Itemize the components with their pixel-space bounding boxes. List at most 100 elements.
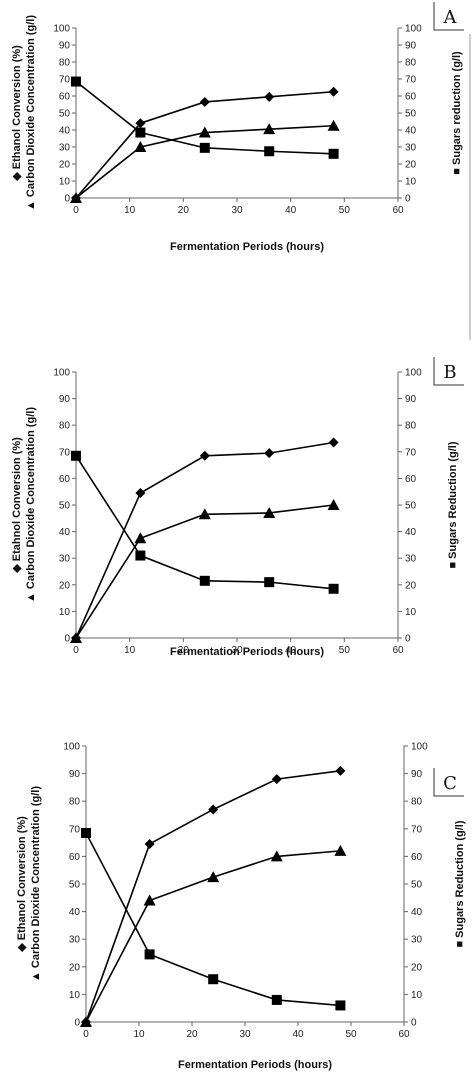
y-tick-label: 60 [59,474,71,485]
data-point-diamond [271,774,282,785]
y2-tick-label: 70 [405,447,417,458]
y-tick-label: 70 [59,447,71,458]
data-point-square [81,827,91,838]
series-line-triangle [75,504,334,639]
data-point-diamond [135,488,146,499]
y-tick-label: 100 [63,742,80,753]
y-tick-label: 100 [53,368,70,379]
y-tick-label: 90 [69,769,81,780]
y2-tick-label: 90 [405,41,417,52]
y2-tick-label: 70 [411,824,423,835]
x-tick-label: 30 [231,645,243,656]
data-point-triangle [327,499,340,510]
y-axis-title-co2: ▲ Carbon Dioxide Concentration (g/l) [25,15,37,211]
data-point-square [135,550,146,561]
panel-label: C [443,773,457,794]
y2-tick-label: 100 [405,368,422,379]
data-point-diamond [199,450,210,461]
y-tick-label: 20 [59,580,71,591]
x-tick-label: 10 [124,645,136,656]
y2-tick-label: 100 [411,742,428,753]
y2-tick-label: 20 [405,160,417,171]
x-tick-label: 10 [124,205,136,216]
data-point-square [144,949,155,960]
data-point-triangle [134,532,147,544]
x-tick-label: 40 [285,205,297,216]
y2-tick-label: 40 [405,527,417,538]
y2-tick-label: 30 [405,143,417,154]
y-tick-label: 80 [59,421,71,432]
x-tick-label: 10 [133,1029,145,1040]
data-point-square [71,76,81,87]
panel-label-frame [433,357,464,386]
x-axis-title: Fermentation Periods (hours) [170,241,324,253]
y2-tick-label: 10 [405,607,417,618]
y2-axis-title: ■ Sugars Reduction (g/l) [454,820,466,947]
x-tick-label: 20 [186,1029,198,1040]
data-point-triangle [327,119,340,131]
y2-tick-label: 0 [411,1018,417,1029]
data-point-diamond [264,448,275,459]
y-tick-label: 90 [59,394,71,405]
data-point-square [135,127,146,138]
y-tick-label: 40 [69,907,81,918]
y-tick-label: 0 [74,1018,80,1029]
data-point-triangle [270,850,283,862]
y2-tick-label: 60 [405,92,417,103]
y-tick-label: 10 [59,607,71,618]
y2-tick-label: 40 [411,907,423,918]
y2-tick-label: 80 [405,58,417,69]
y-tick-label: 30 [69,935,81,946]
x-tick-label: 0 [73,645,79,656]
data-point-triangle [334,844,347,856]
y-axis-title-co2: ▲ Carbon Dioxide Concentration (g/l) [30,786,42,982]
data-point-square [328,583,339,594]
data-point-diamond [144,838,155,849]
y-axis-title-ethanol: ◆ Ethanol Conversion (%) [11,45,23,182]
x-axis-title: Fermentation Periods (hours) [170,646,324,658]
y-tick-label: 80 [69,797,81,808]
x-axis-title: Fermentation Periods (hours) [178,1059,332,1071]
data-point-diamond [328,437,339,448]
y-tick-label: 70 [69,824,81,835]
data-point-square [335,1000,346,1011]
y-tick-label: 40 [59,527,71,538]
data-point-diamond [199,96,210,107]
y2-tick-label: 80 [411,797,423,808]
y2-tick-label: 10 [405,177,417,188]
y-tick-label: 70 [59,75,71,86]
data-point-square [71,450,81,461]
y-tick-label: 0 [64,634,70,645]
y-tick-label: 60 [59,92,71,103]
y2-tick-label: 30 [411,935,423,946]
y-tick-label: 20 [69,962,81,973]
data-point-triangle [263,506,276,518]
data-point-diamond [335,765,346,776]
data-point-square [328,148,339,159]
x-tick-label: 20 [178,645,190,656]
y2-tick-label: 70 [405,75,417,86]
y2-tick-label: 10 [411,990,423,1001]
y-tick-label: 0 [64,194,70,205]
y-tick-label: 50 [59,109,71,120]
y-tick-label: 30 [59,143,71,154]
y-tick-label: 100 [53,24,70,35]
x-tick-label: 50 [339,205,351,216]
y-tick-label: 10 [69,990,81,1001]
y-tick-label: 50 [69,880,81,891]
data-point-diamond [328,86,339,97]
x-tick-label: 20 [178,205,190,216]
data-point-square [199,142,210,153]
y2-axis-title: ■ Sugars Reduction (g/l) [447,441,459,568]
y-axis-title-ethanol: ◆ Ethanol Conversion (%) [16,816,28,953]
y2-tick-label: 0 [405,634,411,645]
x-tick-label: 50 [339,645,351,656]
data-point-triangle [198,126,211,138]
y2-tick-label: 60 [405,474,417,485]
y2-axis-title: ■ Sugars reduction (g/l) [451,51,463,175]
y2-tick-label: 90 [411,769,423,780]
x-tick-label: 60 [398,1029,410,1040]
